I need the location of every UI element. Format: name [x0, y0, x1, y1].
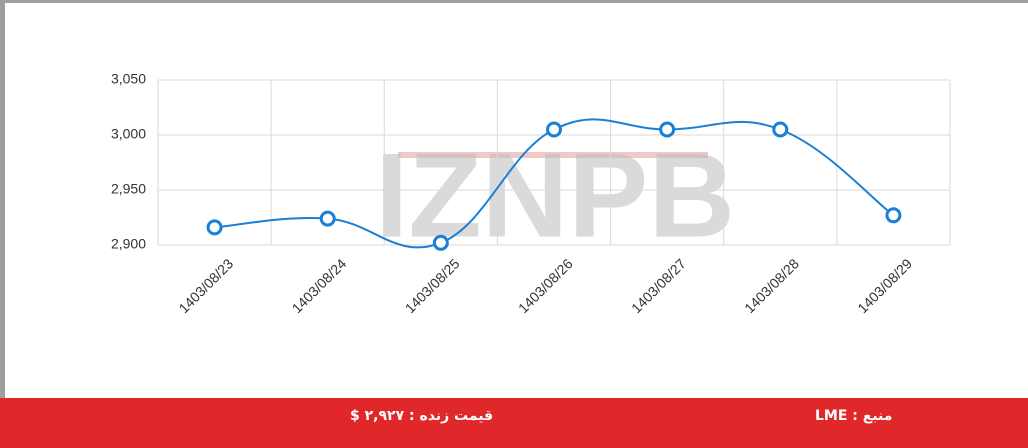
y-tick-label: 3,000 [111, 126, 146, 142]
point [659, 121, 676, 138]
point [319, 210, 336, 227]
point [546, 121, 562, 138]
y-tick-label: 2,950 [111, 181, 146, 197]
y-tick-label: 3,050 [111, 71, 146, 87]
point [206, 219, 223, 236]
point [432, 234, 449, 251]
point [885, 207, 902, 224]
live-price: قیمت زنده : ۲,۹۲۷ $ [350, 408, 493, 424]
watermark: IZNPB [375, 129, 735, 263]
left-border [0, 0, 5, 398]
y-tick-label: 2,900 [111, 236, 146, 252]
footer-bar [0, 398, 1028, 448]
point [772, 121, 789, 138]
top-border [0, 0, 1028, 3]
watermark-stripe [398, 152, 708, 158]
source: منبع : LME [815, 408, 892, 424]
